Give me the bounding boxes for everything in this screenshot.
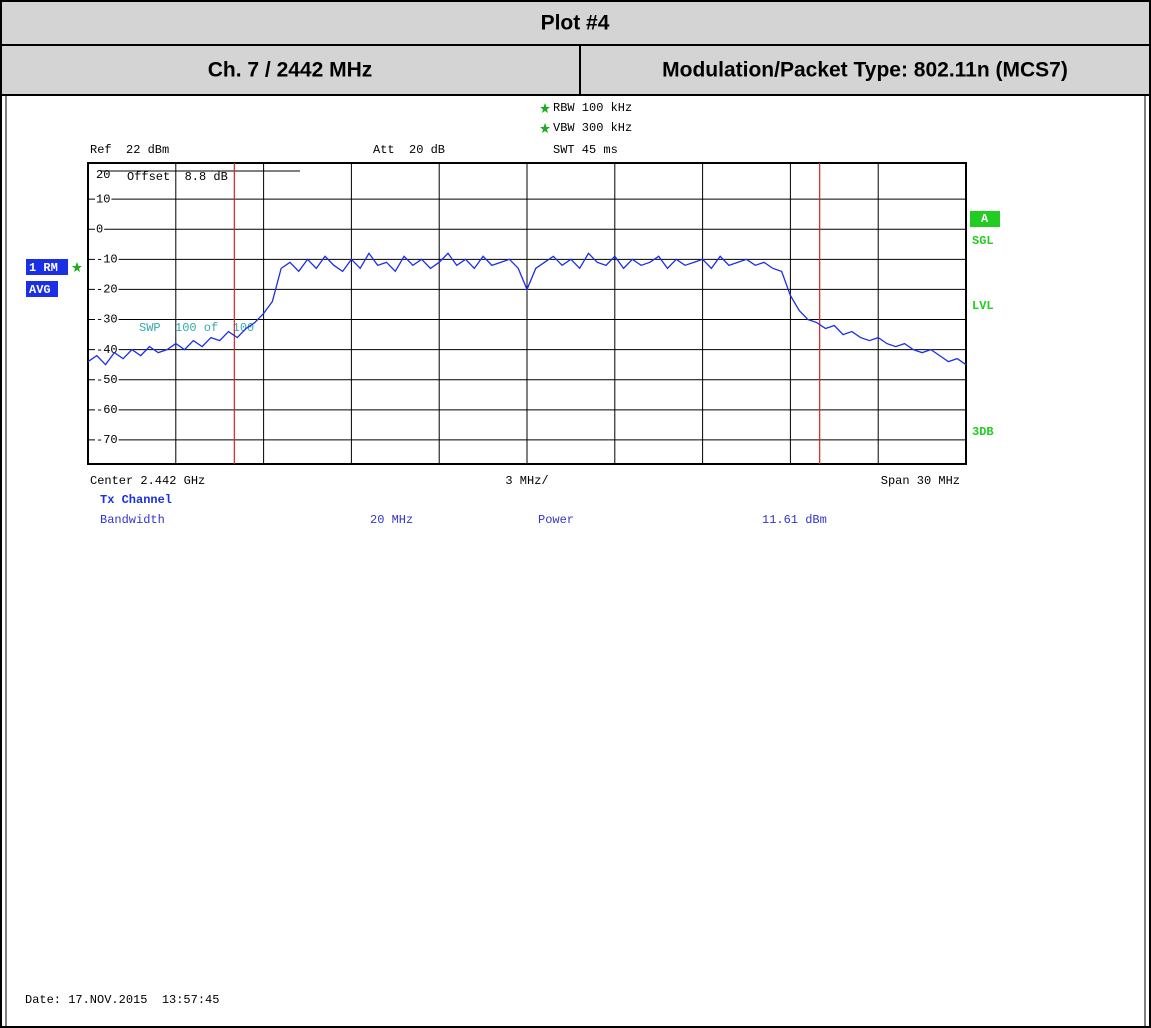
y-tick-label: 20 <box>96 168 110 182</box>
x-label: Span 30 MHz <box>881 474 960 488</box>
detector-box <box>26 281 58 297</box>
star <box>540 103 550 113</box>
label-bg <box>95 372 119 387</box>
meas-heading: Tx Channel <box>100 493 172 507</box>
channel: Ch. 7 / 2442 MHz <box>208 59 373 82</box>
header-bg <box>0 0 1151 95</box>
label-bg <box>95 312 119 327</box>
status-box <box>970 211 1000 227</box>
y-tick-label: -60 <box>96 403 118 417</box>
star <box>540 123 550 133</box>
y-tick-label: -50 <box>96 373 118 387</box>
y-tick-label: 0 <box>96 222 103 236</box>
label-bg <box>95 252 119 267</box>
title: Plot #4 <box>541 12 610 35</box>
att: Att 20 dB <box>373 143 445 157</box>
status: 3DB <box>972 425 994 439</box>
meas-cell: Power <box>538 513 574 527</box>
date: Date: 17.NOV.2015 13:57:45 <box>25 993 219 1007</box>
x-label: 3 MHz/ <box>505 474 548 488</box>
label-bg <box>95 433 119 448</box>
trace-label: 1 RM <box>29 261 58 275</box>
label-bg <box>95 192 112 207</box>
label-bg <box>95 222 105 237</box>
y-tick-label: -20 <box>96 283 118 297</box>
label-bg <box>95 342 119 357</box>
plot-frame <box>87 162 967 465</box>
trace <box>87 252 967 366</box>
detector: AVG <box>29 283 51 297</box>
status: LVL <box>972 299 994 313</box>
label-bg <box>95 282 119 297</box>
swt: SWT 45 ms <box>553 143 618 157</box>
status: A <box>981 212 989 226</box>
sweep: SWP 100 of 100 <box>139 321 254 335</box>
vbw: VBW 300 kHz <box>553 121 632 135</box>
offset: Offset 8.8 dB <box>127 170 228 184</box>
y-tick-label: 10 <box>96 192 110 206</box>
trace-box <box>26 259 68 275</box>
star <box>72 262 82 272</box>
y-tick-label: -30 <box>96 313 118 327</box>
ref: Ref 22 dBm <box>90 143 169 157</box>
y-tick-label: -10 <box>96 252 118 266</box>
modulation: Modulation/Packet Type: 802.11n (MCS7) <box>662 59 1068 82</box>
status: SGL <box>972 234 994 248</box>
meas-cell: 11.61 dBm <box>762 513 827 527</box>
x-label: Center 2.442 GHz <box>90 474 205 488</box>
meas-cell: Bandwidth <box>100 513 165 527</box>
y-tick-label: -70 <box>96 433 118 447</box>
rbw: RBW 100 kHz <box>553 101 632 115</box>
label-bg <box>95 402 119 417</box>
y-tick-label: -40 <box>96 343 118 357</box>
meas-cell: 20 MHz <box>370 513 413 527</box>
